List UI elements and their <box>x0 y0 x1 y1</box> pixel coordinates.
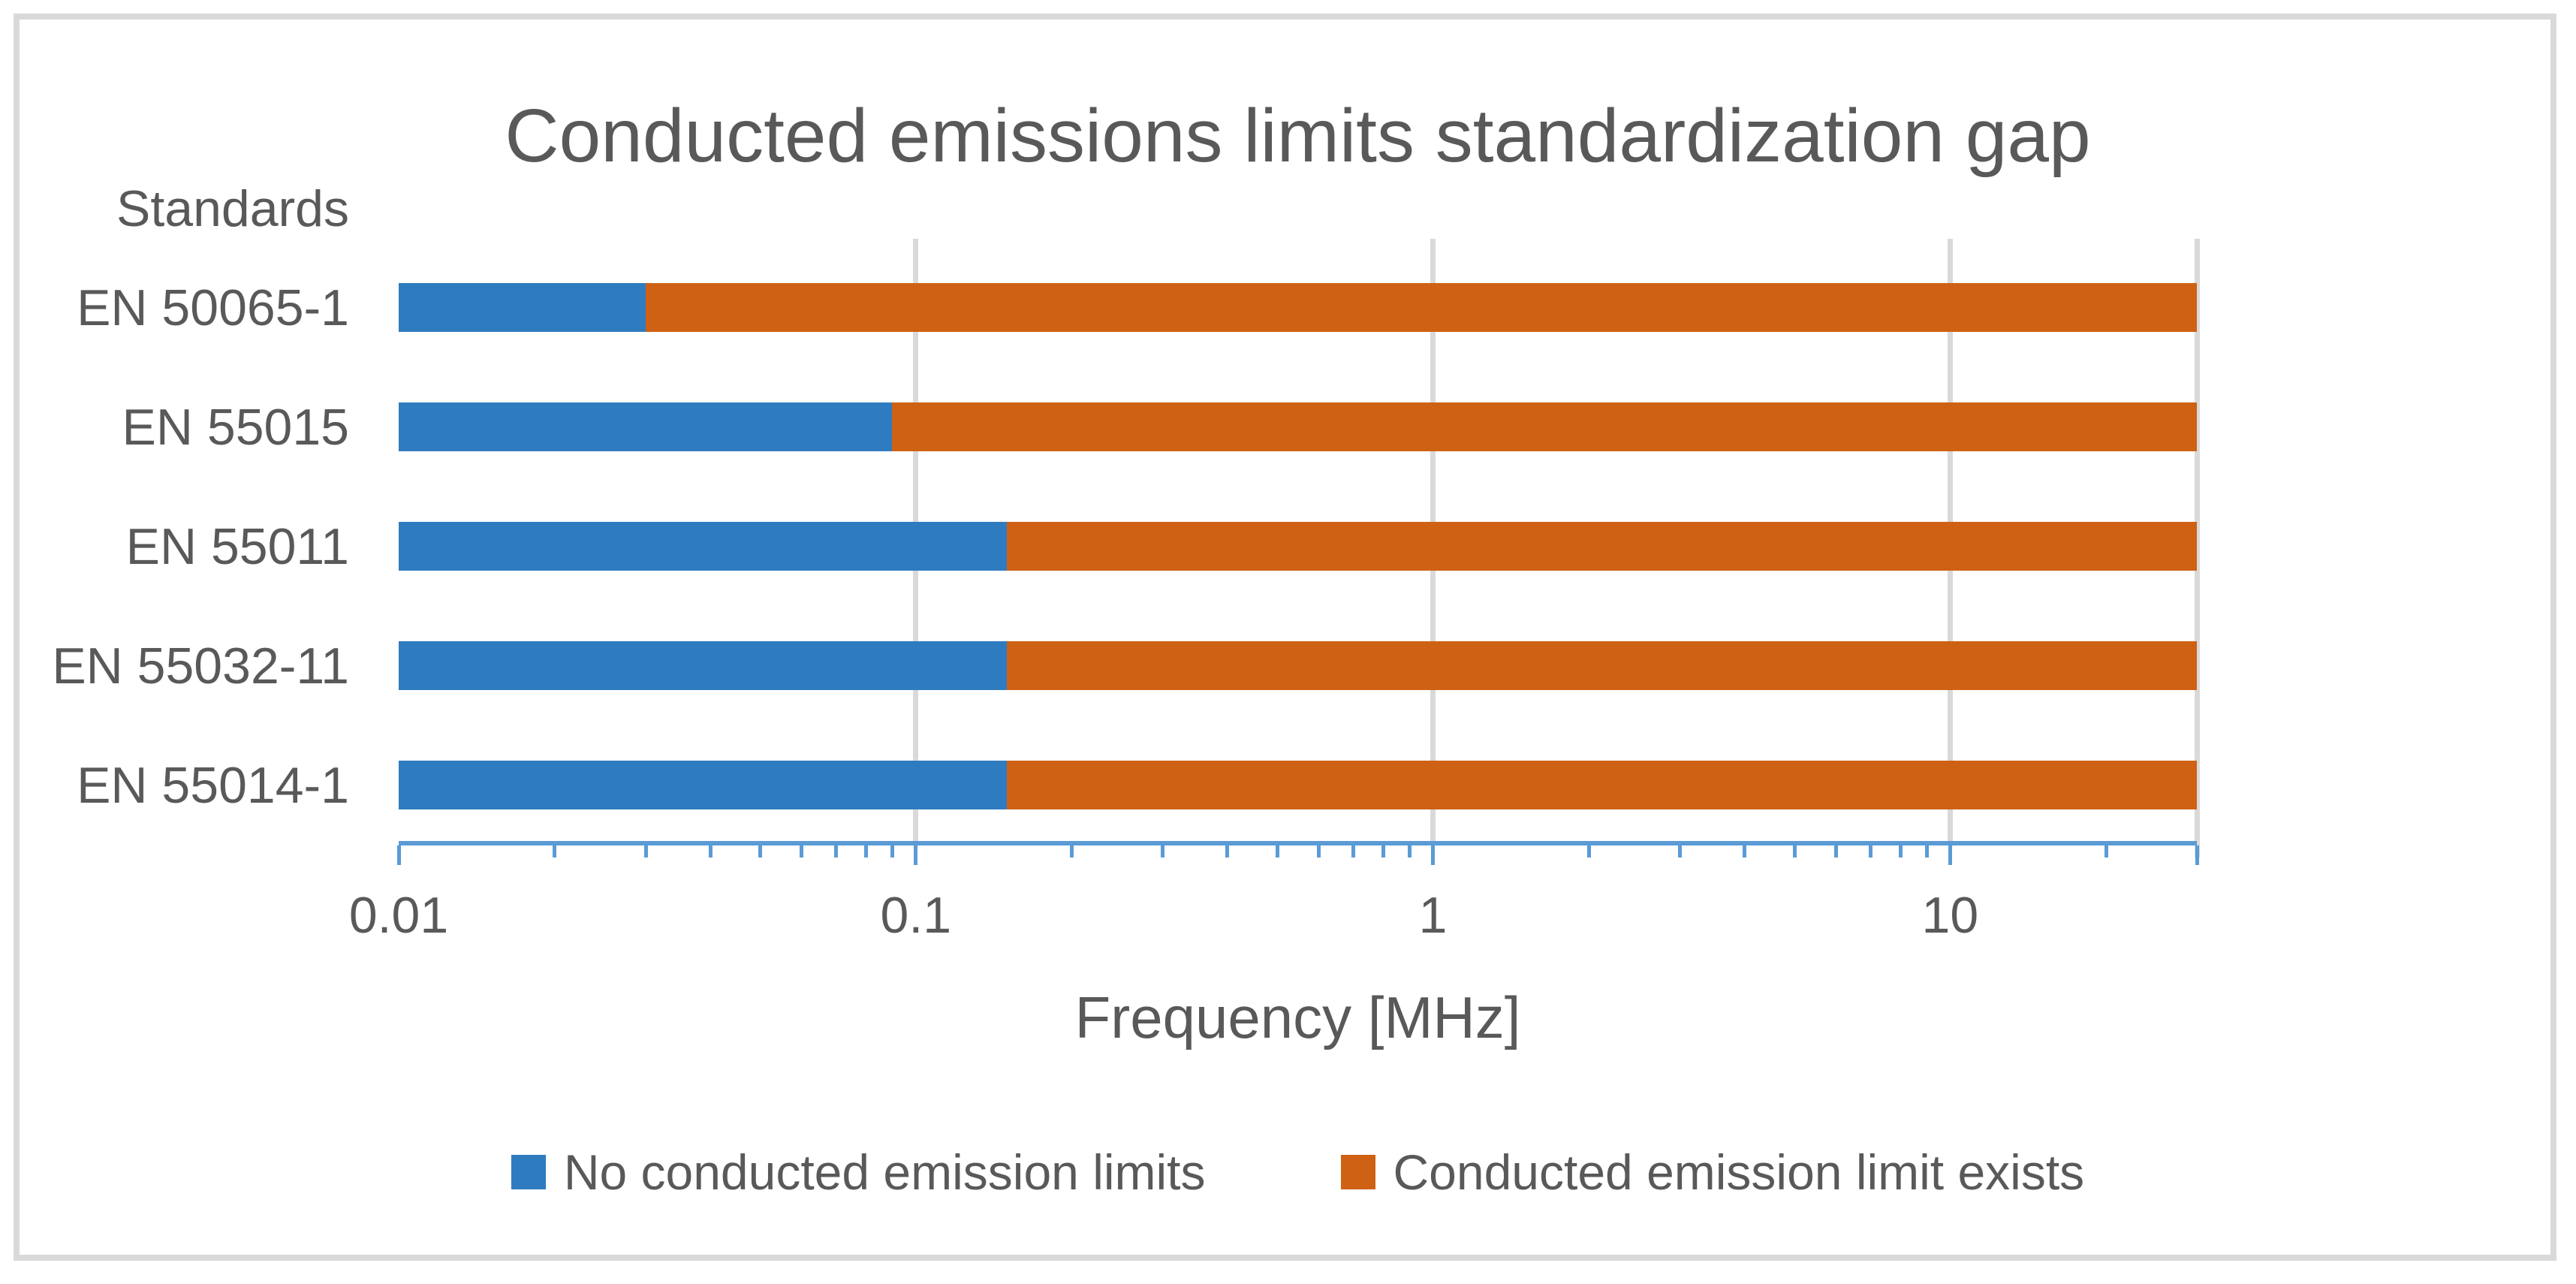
x-axis-tick-label: 0.01 <box>348 887 449 944</box>
x-axis-minor-tick <box>1276 845 1280 858</box>
x-axis-minor-tick <box>1793 845 1797 858</box>
bar-segment-no-limits <box>399 761 1008 809</box>
x-axis-minor-tick <box>1833 845 1838 858</box>
x-axis-major-tick <box>2195 845 2199 865</box>
category-label: EN 50065-1 <box>77 279 349 336</box>
y-axis-title: Standards <box>116 180 349 237</box>
x-axis-minor-tick <box>1381 845 1385 858</box>
chart-border <box>14 14 2556 1261</box>
x-axis-minor-tick <box>708 845 713 858</box>
x-axis-minor-tick <box>1408 845 1412 858</box>
bar-segment-limit-exists <box>1007 761 2197 809</box>
x-axis-minor-tick <box>799 845 803 858</box>
category-label: EN 55014-1 <box>77 756 349 814</box>
x-axis-line <box>399 841 2197 845</box>
x-axis-minor-tick <box>1924 845 1929 858</box>
x-axis-minor-tick <box>834 845 839 858</box>
legend: No conducted emission limits Conducted e… <box>399 1147 2197 1197</box>
x-axis-minor-tick <box>1678 845 1683 858</box>
x-axis-tick-label: 1 <box>1418 887 1448 944</box>
bar-segment-no-limits <box>399 522 1008 571</box>
x-axis-minor-tick <box>1586 845 1591 858</box>
x-axis-tick-label: 0.1 <box>880 887 952 944</box>
x-axis-minor-tick <box>643 845 648 858</box>
x-axis-minor-tick <box>1898 845 1903 858</box>
x-axis-tick-label: 10 <box>1921 887 1979 944</box>
bar-segment-no-limits <box>399 402 893 451</box>
category-label: EN 55011 <box>125 517 349 575</box>
legend-item: Conducted emission limit exists <box>1340 1144 2085 1200</box>
x-axis-major-tick <box>914 845 918 865</box>
bar-segment-no-limits <box>399 641 1008 690</box>
x-axis-major-tick <box>1948 845 1952 865</box>
x-axis-minor-tick <box>1743 845 1747 858</box>
category-label: EN 55015 <box>122 398 349 456</box>
category-label: EN 55032-11 <box>52 637 349 695</box>
legend-swatch-limit-exists <box>1340 1155 1375 1189</box>
x-axis-minor-tick <box>553 845 557 858</box>
legend-item: No conducted emission limits <box>511 1147 1206 1197</box>
legend-label: No conducted emission limits <box>563 1144 1206 1200</box>
x-axis-minor-tick <box>1316 845 1321 858</box>
gridline <box>2194 239 2200 858</box>
x-axis-minor-tick <box>2104 845 2108 858</box>
x-axis-minor-tick <box>758 845 763 858</box>
x-axis-major-tick <box>396 845 401 865</box>
x-axis-minor-tick <box>1351 845 1355 858</box>
x-axis-minor-tick <box>1225 845 1230 858</box>
x-axis-title: Frequency [MHz] <box>1074 984 1521 1050</box>
bar-segment-limit-exists <box>892 402 2197 451</box>
x-axis-minor-tick <box>1868 845 1872 858</box>
x-axis-minor-tick <box>1161 845 1165 858</box>
x-axis-major-tick <box>1431 845 1436 865</box>
bar-segment-no-limits <box>399 283 646 332</box>
x-axis-minor-tick <box>1070 845 1074 858</box>
chart-title: Conducted emissions limits standardizati… <box>505 94 2091 178</box>
x-axis-minor-tick <box>864 845 869 858</box>
legend-swatch-no-limits <box>511 1155 546 1189</box>
legend-label: Conducted emission limit exists <box>1393 1144 2085 1200</box>
bar-segment-limit-exists <box>1007 522 2197 571</box>
bar-segment-limit-exists <box>1007 641 2197 690</box>
x-axis-minor-tick <box>890 845 895 858</box>
bar-segment-limit-exists <box>645 283 2197 332</box>
